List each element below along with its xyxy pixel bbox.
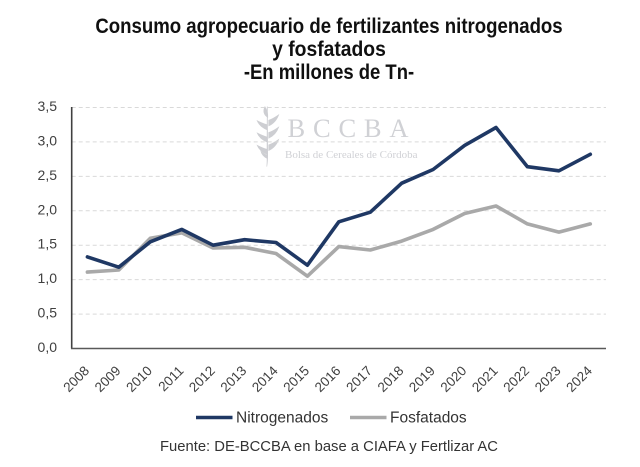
svg-text:Fosfatados: Fosfatados <box>390 410 467 427</box>
svg-text:Nitrogenados: Nitrogenados <box>236 410 328 427</box>
svg-text:1,0: 1,0 <box>38 270 58 286</box>
svg-text:2,0: 2,0 <box>38 201 58 217</box>
svg-text:0,0: 0,0 <box>38 339 58 355</box>
svg-text:Consumo agropecuario de fertil: Consumo agropecuario de fertilizantes ni… <box>95 15 562 38</box>
svg-text:3,5: 3,5 <box>38 98 58 114</box>
svg-text:3,0: 3,0 <box>38 132 58 148</box>
svg-text:Fuente: DE-BCCBA en base a CIA: Fuente: DE-BCCBA en base a CIAFA y Fertl… <box>160 439 498 455</box>
svg-text:Bolsa de Cereales de Córdoba: Bolsa de Cereales de Córdoba <box>285 149 418 161</box>
svg-text:BCCBA: BCCBA <box>288 113 417 143</box>
svg-text:y fosfatados: y fosfatados <box>272 38 386 61</box>
svg-text:1,5: 1,5 <box>38 236 58 252</box>
svg-text:2,5: 2,5 <box>38 167 58 183</box>
svg-text:-En millones de Tn-: -En millones de Tn- <box>244 61 414 84</box>
svg-text:0,5: 0,5 <box>38 305 58 321</box>
